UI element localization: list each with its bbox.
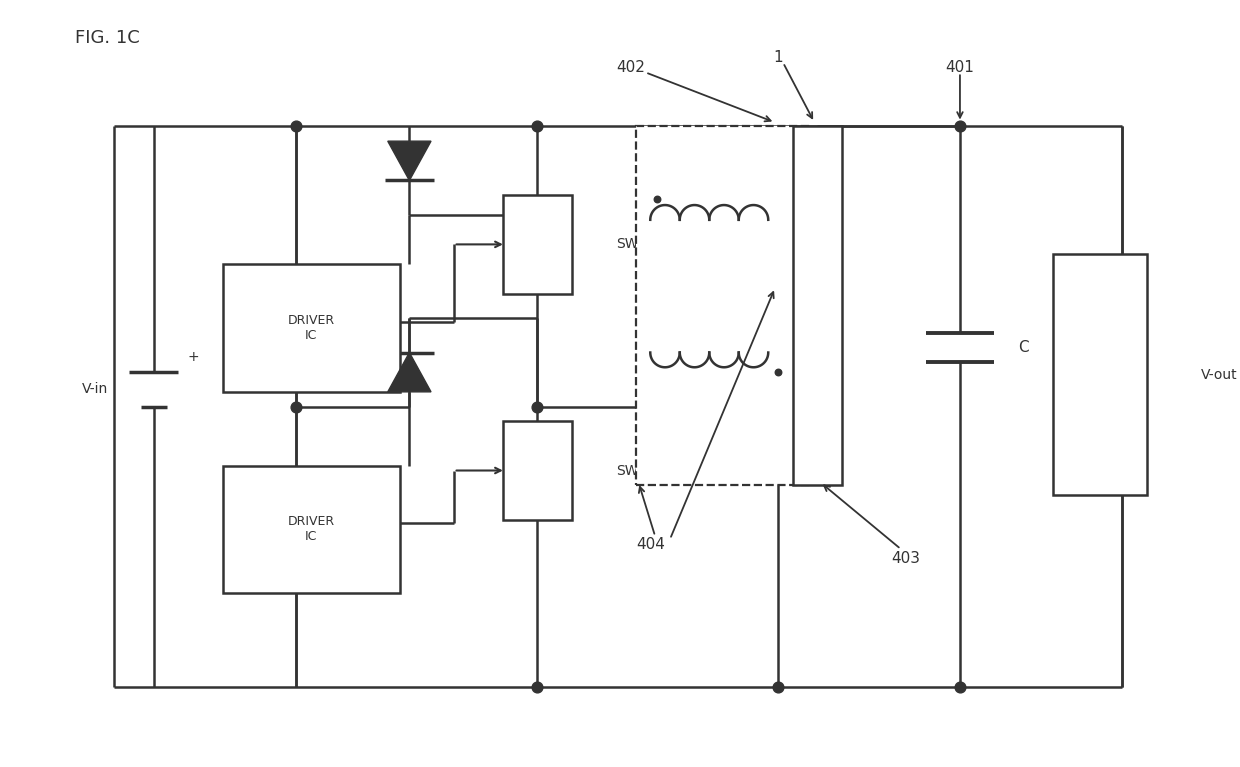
Point bbox=[527, 680, 547, 693]
Bar bbox=[502, 196, 572, 294]
Text: 403: 403 bbox=[892, 551, 920, 567]
Text: 404: 404 bbox=[636, 537, 665, 551]
Bar bbox=[1053, 254, 1147, 495]
Point bbox=[286, 120, 306, 133]
Point bbox=[286, 400, 306, 413]
Point bbox=[527, 400, 547, 413]
Text: SW: SW bbox=[616, 463, 639, 478]
Text: SW: SW bbox=[616, 237, 639, 252]
Bar bbox=[223, 264, 399, 392]
Point bbox=[950, 680, 970, 693]
Text: 1: 1 bbox=[774, 50, 782, 65]
Bar bbox=[792, 127, 842, 486]
Point bbox=[527, 120, 547, 133]
Text: V-out: V-out bbox=[1200, 367, 1238, 382]
Text: 402: 402 bbox=[616, 60, 645, 75]
Polygon shape bbox=[388, 353, 432, 392]
Text: DRIVER
IC: DRIVER IC bbox=[288, 515, 335, 544]
Text: FIG. 1C: FIG. 1C bbox=[76, 29, 140, 47]
Polygon shape bbox=[388, 141, 432, 180]
Point bbox=[647, 193, 667, 206]
Point bbox=[768, 680, 787, 693]
Text: DRIVER
IC: DRIVER IC bbox=[288, 314, 335, 342]
Text: V-in: V-in bbox=[82, 383, 108, 397]
Bar bbox=[223, 466, 399, 594]
Text: 401: 401 bbox=[946, 60, 975, 75]
Text: C: C bbox=[1018, 340, 1029, 355]
Point bbox=[950, 120, 970, 133]
Text: +: + bbox=[187, 351, 198, 364]
Bar bbox=[636, 127, 807, 486]
Point bbox=[768, 366, 787, 378]
Bar bbox=[502, 421, 572, 520]
